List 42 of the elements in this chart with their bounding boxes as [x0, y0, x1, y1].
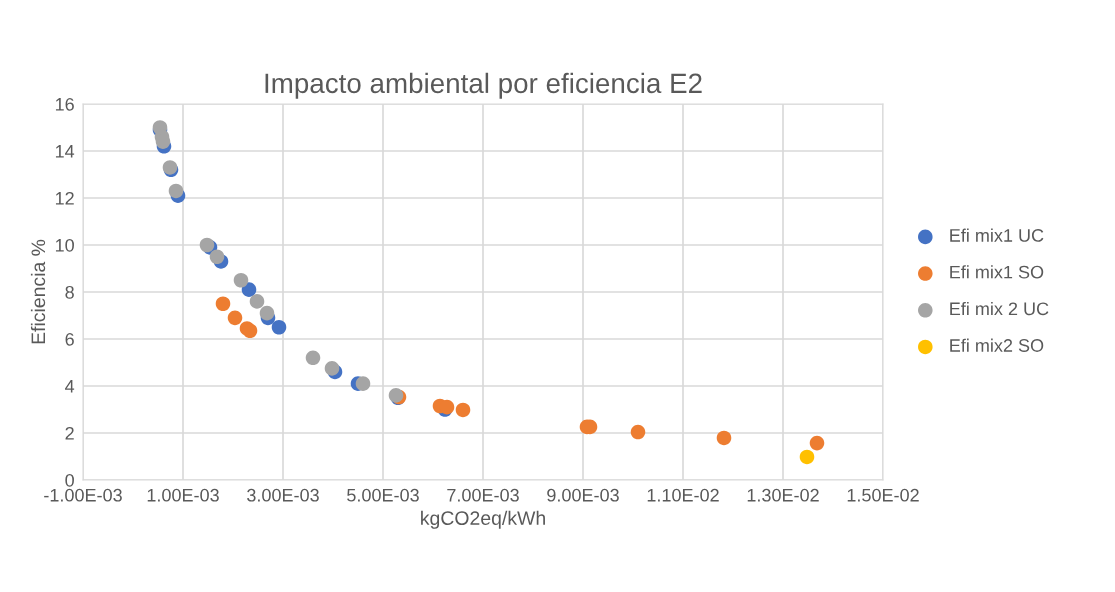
y-tick-label: 8 — [65, 285, 74, 299]
y-tick-label: 0 — [65, 473, 74, 487]
point — [259, 305, 275, 321]
point — [233, 272, 249, 288]
y-axis-title: Eficiencia % — [30, 239, 46, 344]
point — [227, 310, 243, 326]
chart-title: Impacto ambiental por eficiencia E2 — [265, 72, 702, 99]
x-axis-title: kgCO2eq/kWh — [421, 510, 545, 529]
x-tick-label: 5.00E-03 — [347, 488, 419, 502]
x-tick-label: 3.00E-03 — [247, 488, 319, 502]
legend-label: Efi mix 2 UC — [950, 301, 1049, 316]
point — [209, 249, 225, 265]
point — [324, 361, 340, 376]
y-tick-label: 10 — [55, 238, 74, 252]
point — [215, 296, 231, 312]
y-tick-label: 2 — [65, 426, 74, 440]
x-tick-label: 1.50E-02 — [847, 488, 919, 502]
y-tick-label: 4 — [65, 380, 75, 393]
x-tick-label: 1.00E-03 — [147, 488, 219, 502]
y-tick-label: 6 — [65, 332, 74, 346]
legend-label: Efi mix1 UC — [950, 228, 1044, 242]
point — [809, 435, 825, 451]
legend-label: Efi mix1 SO — [950, 265, 1044, 279]
y-tick-label: 12 — [55, 191, 74, 205]
legend-label: Efi mix2 SO — [950, 338, 1044, 352]
point — [249, 294, 265, 309]
point — [630, 424, 646, 440]
y-tick-label: 16 — [55, 97, 74, 111]
x-tick-label: 1.10E-02 — [647, 488, 719, 502]
point — [271, 319, 287, 335]
point — [305, 350, 321, 366]
point — [355, 376, 371, 391]
point — [168, 183, 184, 199]
x-tick-label: 1.30E-02 — [747, 488, 819, 502]
y-tick-label: 14 — [55, 145, 75, 158]
x-tick-label: -1.00E-03 — [44, 488, 122, 502]
point — [799, 449, 815, 465]
point — [716, 430, 732, 446]
x-tick-label: 7.00E-03 — [447, 488, 519, 502]
point — [241, 282, 257, 297]
x-tick-label: 9.00E-03 — [547, 488, 619, 502]
point — [455, 402, 471, 418]
